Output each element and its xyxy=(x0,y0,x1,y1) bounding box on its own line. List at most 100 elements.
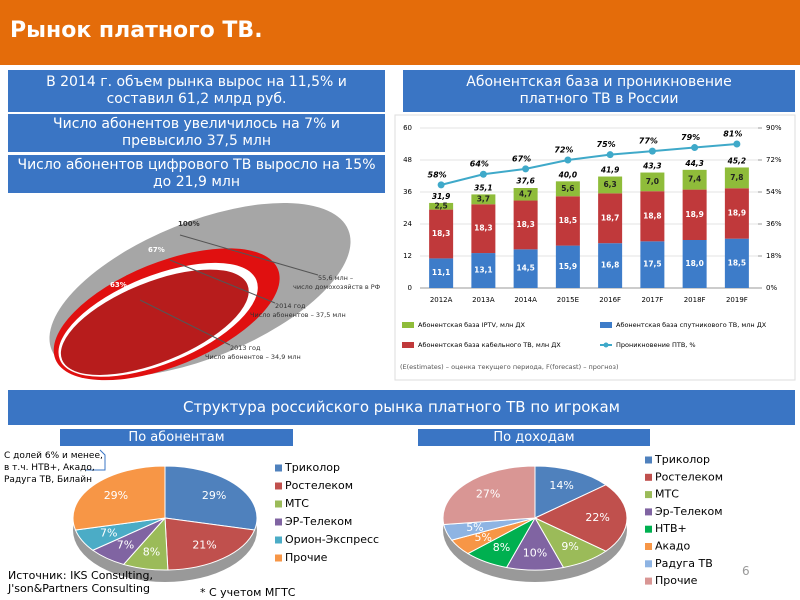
bar-label: 18,3 xyxy=(516,220,535,229)
legend-label: Радуга ТВ xyxy=(655,557,713,570)
line-point xyxy=(522,165,530,173)
bar-label: 18,9 xyxy=(728,208,747,217)
diagram-note: 55,6 млн – xyxy=(318,274,353,282)
bar-label: 17,5 xyxy=(643,260,662,269)
bar-label: 18,3 xyxy=(474,224,493,233)
legend-swatch xyxy=(645,560,652,568)
bar-segment xyxy=(724,188,749,239)
legend-swatch xyxy=(645,577,652,585)
pie-label: 9% xyxy=(561,540,578,553)
legend-swatch xyxy=(645,456,652,464)
line-label: 64% xyxy=(470,160,489,169)
pie-slice xyxy=(72,465,166,531)
ring-label: 100% xyxy=(178,220,200,228)
bar-label: 18,5 xyxy=(728,258,747,267)
pie-slice xyxy=(164,517,256,571)
bar-label: 15,9 xyxy=(559,262,578,271)
pointer xyxy=(169,259,276,304)
y-tick-label: 12 xyxy=(403,252,412,260)
bar-label: 18,7 xyxy=(601,213,620,222)
legend-label: Триколор xyxy=(654,453,710,466)
x-tick-label: 2018F xyxy=(684,296,706,304)
line-point xyxy=(479,170,487,178)
line-point xyxy=(733,140,741,148)
x-tick-label: 2019F xyxy=(726,296,748,304)
bar-label: 14,5 xyxy=(516,264,535,273)
legend-swatch xyxy=(275,464,282,472)
line-label: 67% xyxy=(512,154,531,163)
legend-label: НТВ+ xyxy=(655,522,687,535)
line-label: 81% xyxy=(723,130,742,139)
pie-label: 21% xyxy=(192,538,216,551)
y2-tick-label: 54% xyxy=(766,188,782,196)
fact-box: Число абонентов увеличилось на 7% и прев… xyxy=(8,114,385,152)
y2-tick-label: 90% xyxy=(766,124,782,132)
bar-segment xyxy=(682,169,707,190)
bar-label: 18,3 xyxy=(432,229,451,238)
legend-swatch xyxy=(275,500,282,508)
legend-swatch xyxy=(275,482,282,490)
legend-swatch xyxy=(275,518,282,526)
bar-segment xyxy=(429,209,454,259)
legend-swatch xyxy=(645,543,652,550)
legend-swatch xyxy=(645,508,652,516)
page-number: 6 xyxy=(742,564,750,578)
total-label: 43,3 xyxy=(643,162,662,171)
bar-label: 7,4 xyxy=(688,175,701,184)
total-label: 41,9 xyxy=(601,165,620,174)
pie-label: 5% xyxy=(466,521,483,534)
total-label: 45,2 xyxy=(728,156,747,165)
x-tick-label: 2012A xyxy=(430,296,453,304)
bar-label: 7,0 xyxy=(646,177,659,186)
total-label: 31,9 xyxy=(432,192,451,201)
source: Источник: IKS Consulting, J'son&Partners… xyxy=(8,569,153,595)
bar-label: 18,0 xyxy=(685,259,704,268)
diagram-note: 2014 год xyxy=(275,302,306,310)
line-label: 58% xyxy=(428,170,447,179)
bar-segment xyxy=(555,245,580,288)
legend-label: Триколор xyxy=(284,461,340,474)
bar-label: 7,8 xyxy=(730,173,743,182)
pie-label: 14% xyxy=(549,479,573,492)
bar-segment xyxy=(429,258,454,288)
legend-label: Акадо xyxy=(655,540,691,553)
bar-segment xyxy=(471,253,496,288)
legend-swatch xyxy=(402,342,414,348)
y2-tick-label: 72% xyxy=(766,156,782,164)
pie-slice xyxy=(442,465,536,526)
bar-label: 18,5 xyxy=(559,216,578,225)
bar-segment xyxy=(471,194,496,205)
note-bracket xyxy=(85,449,106,471)
y-tick-label: 0 xyxy=(408,284,412,292)
chart-note: (E(estimates) – оценка текущего периода,… xyxy=(400,363,619,371)
y2-tick-label: 18% xyxy=(766,252,782,260)
pie-label: 8% xyxy=(493,541,510,554)
line xyxy=(440,143,737,186)
bar-segment xyxy=(640,172,665,192)
legend-swatch xyxy=(645,525,652,533)
legend-swatch xyxy=(645,473,652,481)
pie-slice xyxy=(534,465,607,519)
section-title: Структура российского рынка платного ТВ … xyxy=(8,390,795,425)
ellipse-63 xyxy=(60,269,249,375)
line-point xyxy=(648,147,656,155)
pointer xyxy=(179,234,319,276)
bar-label: 16,8 xyxy=(601,261,620,270)
pie-label: 22% xyxy=(585,511,609,524)
bar-segment xyxy=(598,193,623,244)
line-label: 75% xyxy=(597,140,616,149)
legend-swatch xyxy=(402,322,414,328)
line-point xyxy=(606,151,614,159)
bar-label: 11,1 xyxy=(432,268,451,277)
bar-label: 3,7 xyxy=(477,194,490,203)
legend-label: Прочие xyxy=(285,551,328,564)
legend-swatch xyxy=(275,554,282,562)
bar-segment xyxy=(513,249,538,288)
y-tick-label: 36 xyxy=(403,188,412,196)
page-title: Рынок платного ТВ. xyxy=(10,18,263,43)
ring-label: 63% xyxy=(110,281,127,289)
x-tick-label: 2015E xyxy=(557,296,579,304)
pie-title: По доходам xyxy=(418,429,650,446)
